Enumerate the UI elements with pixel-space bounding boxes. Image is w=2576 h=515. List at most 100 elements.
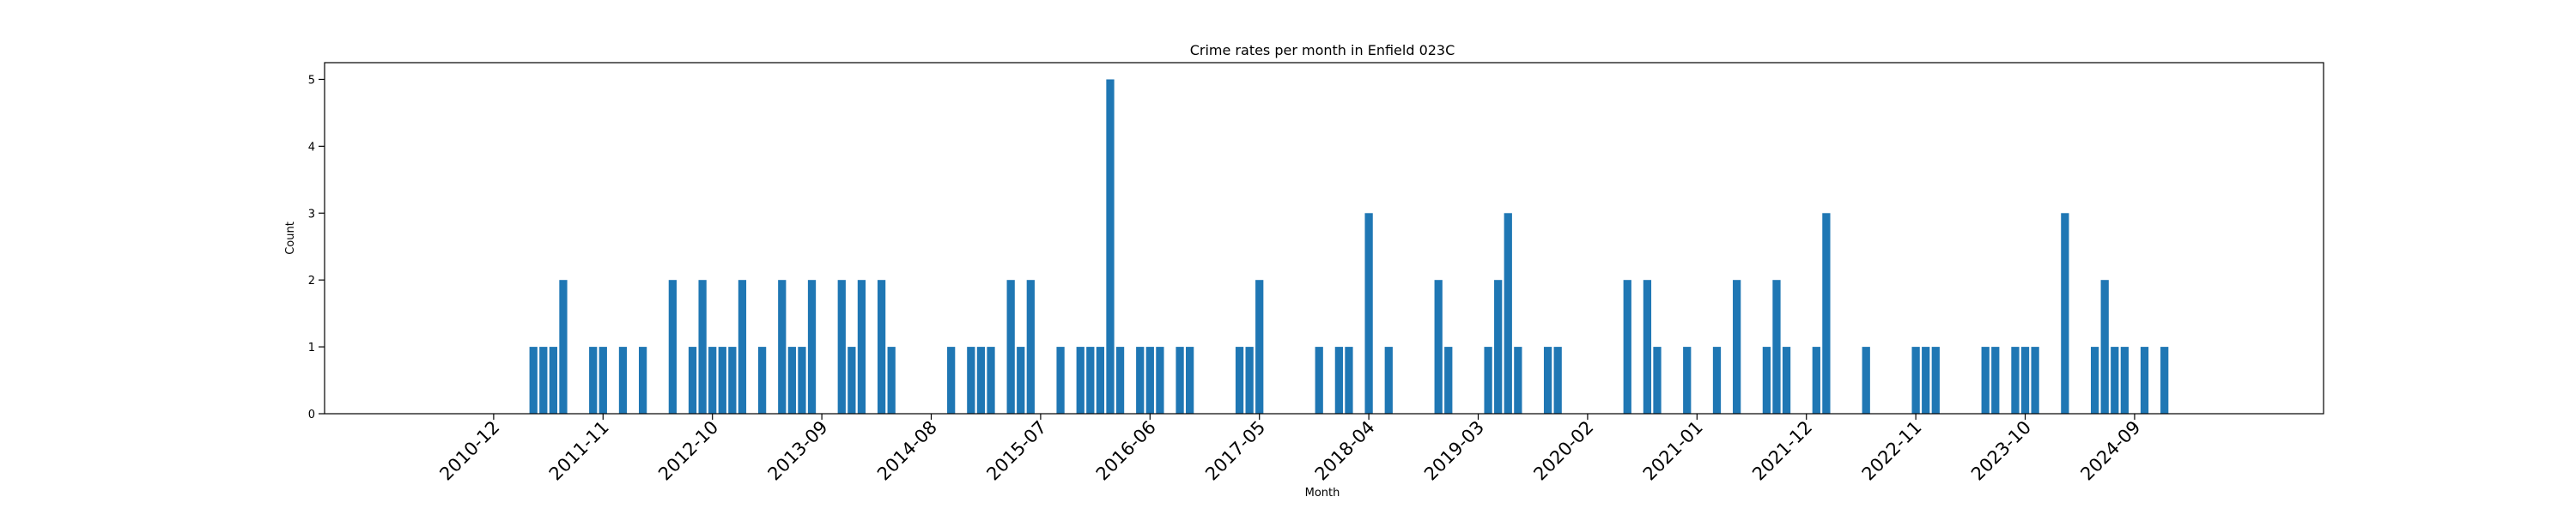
bar-2023-07 (1991, 347, 2000, 414)
bar-2017-03 (1235, 347, 1244, 414)
x-tick-label: 2017-05 (1201, 417, 1269, 485)
bar-2012-08 (688, 347, 697, 414)
bar-2023-11 (2031, 347, 2039, 414)
y-tick-label: 1 (308, 342, 315, 354)
bar-2015-12 (1086, 347, 1095, 414)
bar-2023-01 (1931, 347, 1940, 414)
bar-2024-07 (2111, 347, 2119, 414)
bar-2014-12 (967, 347, 975, 414)
bar-2013-07 (798, 347, 806, 414)
bar-2018-11 (1434, 280, 1443, 414)
y-tick-label: 2 (308, 275, 315, 288)
bar-2020-12 (1683, 347, 1692, 414)
bar-2024-12 (2160, 347, 2169, 414)
x-tick-label: 2011-11 (545, 417, 613, 485)
bar-2021-05 (1733, 280, 1741, 414)
bar-2022-06 (1862, 347, 1870, 414)
bar-2018-02 (1345, 347, 1353, 414)
bar-2016-10 (1186, 347, 1194, 414)
bar-2019-04 (1484, 347, 1492, 414)
bar-2015-06 (1026, 280, 1035, 414)
bar-2020-08 (1643, 280, 1652, 414)
x-tick-label: 2012-10 (654, 417, 722, 485)
bar-2017-11 (1315, 347, 1323, 414)
bar-2020-09 (1653, 347, 1662, 414)
bar-2014-10 (947, 347, 956, 414)
bar-2022-02 (1822, 213, 1831, 414)
bar-2015-02 (987, 347, 995, 414)
x-ticks-group: 2010-12 2011-11 2012-10 2013-09 2014-08 2015-… (435, 414, 2144, 485)
bar-2011-06 (549, 347, 558, 414)
bar-2013-12 (848, 347, 856, 414)
bar-2023-09 (2011, 347, 2020, 414)
x-tick-label: 2016-06 (1092, 417, 1160, 485)
bar-2012-11 (718, 347, 726, 414)
y-axis-label: Count (284, 221, 297, 255)
bar-2019-06 (1504, 213, 1512, 414)
bar-2023-06 (1981, 347, 1990, 414)
y-tick-label: 3 (308, 208, 315, 221)
bar-2024-05 (2090, 347, 2099, 414)
bar-2015-04 (1006, 280, 1015, 414)
bar-2011-07 (559, 280, 568, 414)
x-tick-label: 2014-08 (873, 417, 941, 485)
bar-2020-06 (1623, 280, 1631, 414)
x-tick-label: 2015-07 (982, 417, 1050, 485)
bar-2019-05 (1494, 280, 1503, 414)
bars-group (529, 79, 2169, 414)
bar-2017-05 (1255, 280, 1264, 414)
bar-2013-08 (807, 280, 817, 414)
y-tick-label: 4 (308, 141, 315, 154)
bar-2015-05 (1017, 347, 1025, 414)
bar-2011-04 (529, 347, 538, 414)
bar-2012-12 (728, 347, 737, 414)
bar-2016-06 (1145, 347, 1154, 414)
bar-2018-01 (1334, 347, 1344, 414)
bar-2019-11 (1553, 347, 1562, 414)
bar-2023-10 (2020, 347, 2030, 414)
bar-2018-06 (1384, 347, 1393, 414)
bar-2014-01 (857, 280, 866, 414)
bar-2012-09 (698, 280, 707, 414)
bar-2016-09 (1176, 347, 1184, 414)
x-tick-label: 2021-12 (1748, 417, 1816, 485)
x-tick-label: 2013-09 (764, 417, 832, 485)
bar-2013-11 (837, 280, 846, 414)
bar-2021-09 (1772, 280, 1781, 414)
bar-2015-11 (1076, 347, 1084, 414)
bar-2024-06 (2100, 280, 2109, 414)
bar-2019-10 (1543, 347, 1552, 414)
x-tick-label: 2024-09 (2076, 417, 2144, 485)
chart-title: Crime rates per month in Enfield 023C (1190, 42, 1455, 58)
bar-2013-01 (738, 280, 747, 414)
bar-2019-07 (1514, 347, 1522, 414)
y-tick-label: 5 (308, 74, 315, 87)
x-tick-label: 2022-11 (1858, 417, 1926, 485)
bar-2021-03 (1712, 347, 1722, 414)
bar-2016-02 (1106, 79, 1115, 414)
bar-2016-03 (1115, 347, 1125, 414)
bar-2024-08 (2120, 347, 2129, 414)
x-tick-label: 2010-12 (435, 417, 503, 485)
bar-2011-05 (539, 347, 548, 414)
y-tick-label: 0 (308, 409, 315, 421)
y-ticks-group: 0 1 2 3 4 5 (308, 74, 325, 421)
bar-2018-12 (1444, 347, 1453, 414)
bar-2013-03 (757, 347, 767, 414)
bar-2014-04 (887, 347, 896, 414)
bar-2022-12 (1922, 347, 1930, 414)
bar-2012-03 (638, 347, 647, 414)
bar-2021-10 (1782, 347, 1791, 414)
bar-2011-10 (589, 347, 598, 414)
x-tick-label: 2021-01 (1639, 417, 1707, 485)
bar-2012-06 (668, 280, 677, 414)
bar-2024-10 (2140, 347, 2149, 414)
x-axis-label: Month (1305, 487, 1340, 500)
x-tick-label: 2023-10 (1967, 417, 2035, 485)
bar-2022-11 (1911, 347, 1920, 414)
bar-2011-11 (598, 347, 607, 414)
x-tick-label: 2019-03 (1420, 417, 1488, 485)
bar-2016-01 (1096, 347, 1105, 414)
bar-2012-01 (618, 347, 628, 414)
